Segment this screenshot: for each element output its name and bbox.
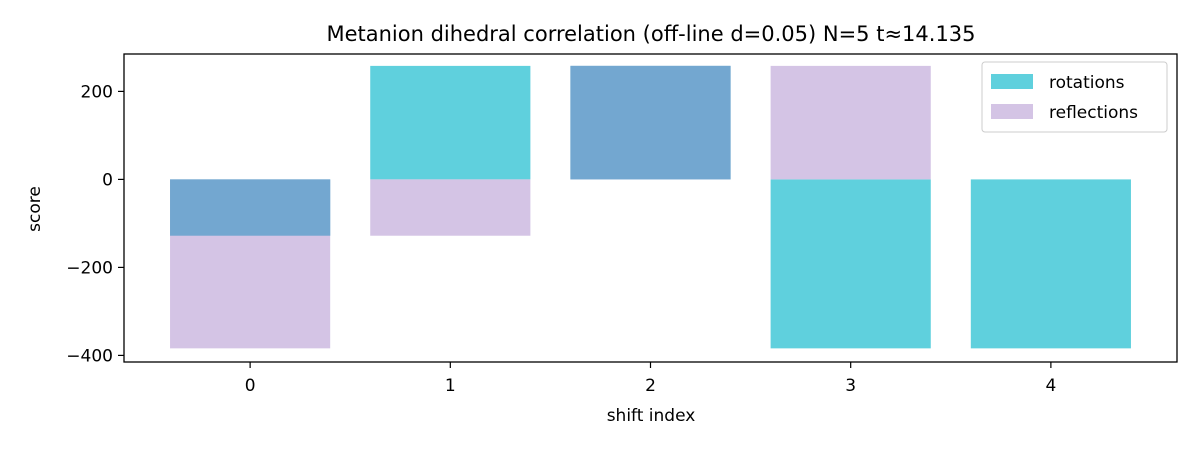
y-tick-label: −400 xyxy=(66,346,113,366)
y-tick-label: −200 xyxy=(66,258,113,278)
y-tick-label: 0 xyxy=(102,170,113,190)
legend-swatch-rotations xyxy=(991,74,1033,89)
x-tick-label: 2 xyxy=(645,376,656,396)
bar-overlap-0 xyxy=(170,179,331,236)
x-axis-label: shift index xyxy=(607,406,696,426)
legend: rotations reflections xyxy=(981,61,1168,133)
x-tick-label: 0 xyxy=(245,376,256,396)
bar-rotations-4 xyxy=(970,179,1131,349)
bar-rotations-1 xyxy=(370,65,531,180)
legend-swatch-reflections xyxy=(991,104,1033,119)
bar-reflections-3 xyxy=(770,65,931,180)
x-tick-label: 4 xyxy=(1045,376,1056,396)
axis-ticks: −400 −200 0 200 0 1 2 3 4 xyxy=(66,82,1056,396)
bar-overlap-2 xyxy=(570,65,731,180)
y-tick-label: 200 xyxy=(81,82,113,102)
chart-title: Metanion dihedral correlation (off-line … xyxy=(326,22,975,46)
x-tick-label: 3 xyxy=(845,376,856,396)
x-tick-label: 1 xyxy=(445,376,456,396)
legend-label: rotations xyxy=(1049,73,1125,93)
bar-rotations-3 xyxy=(770,179,931,349)
legend-label: reflections xyxy=(1049,103,1138,123)
bar-reflections-1 xyxy=(370,179,531,236)
bars-layer xyxy=(170,65,1131,349)
y-axis-label: score xyxy=(25,186,45,232)
